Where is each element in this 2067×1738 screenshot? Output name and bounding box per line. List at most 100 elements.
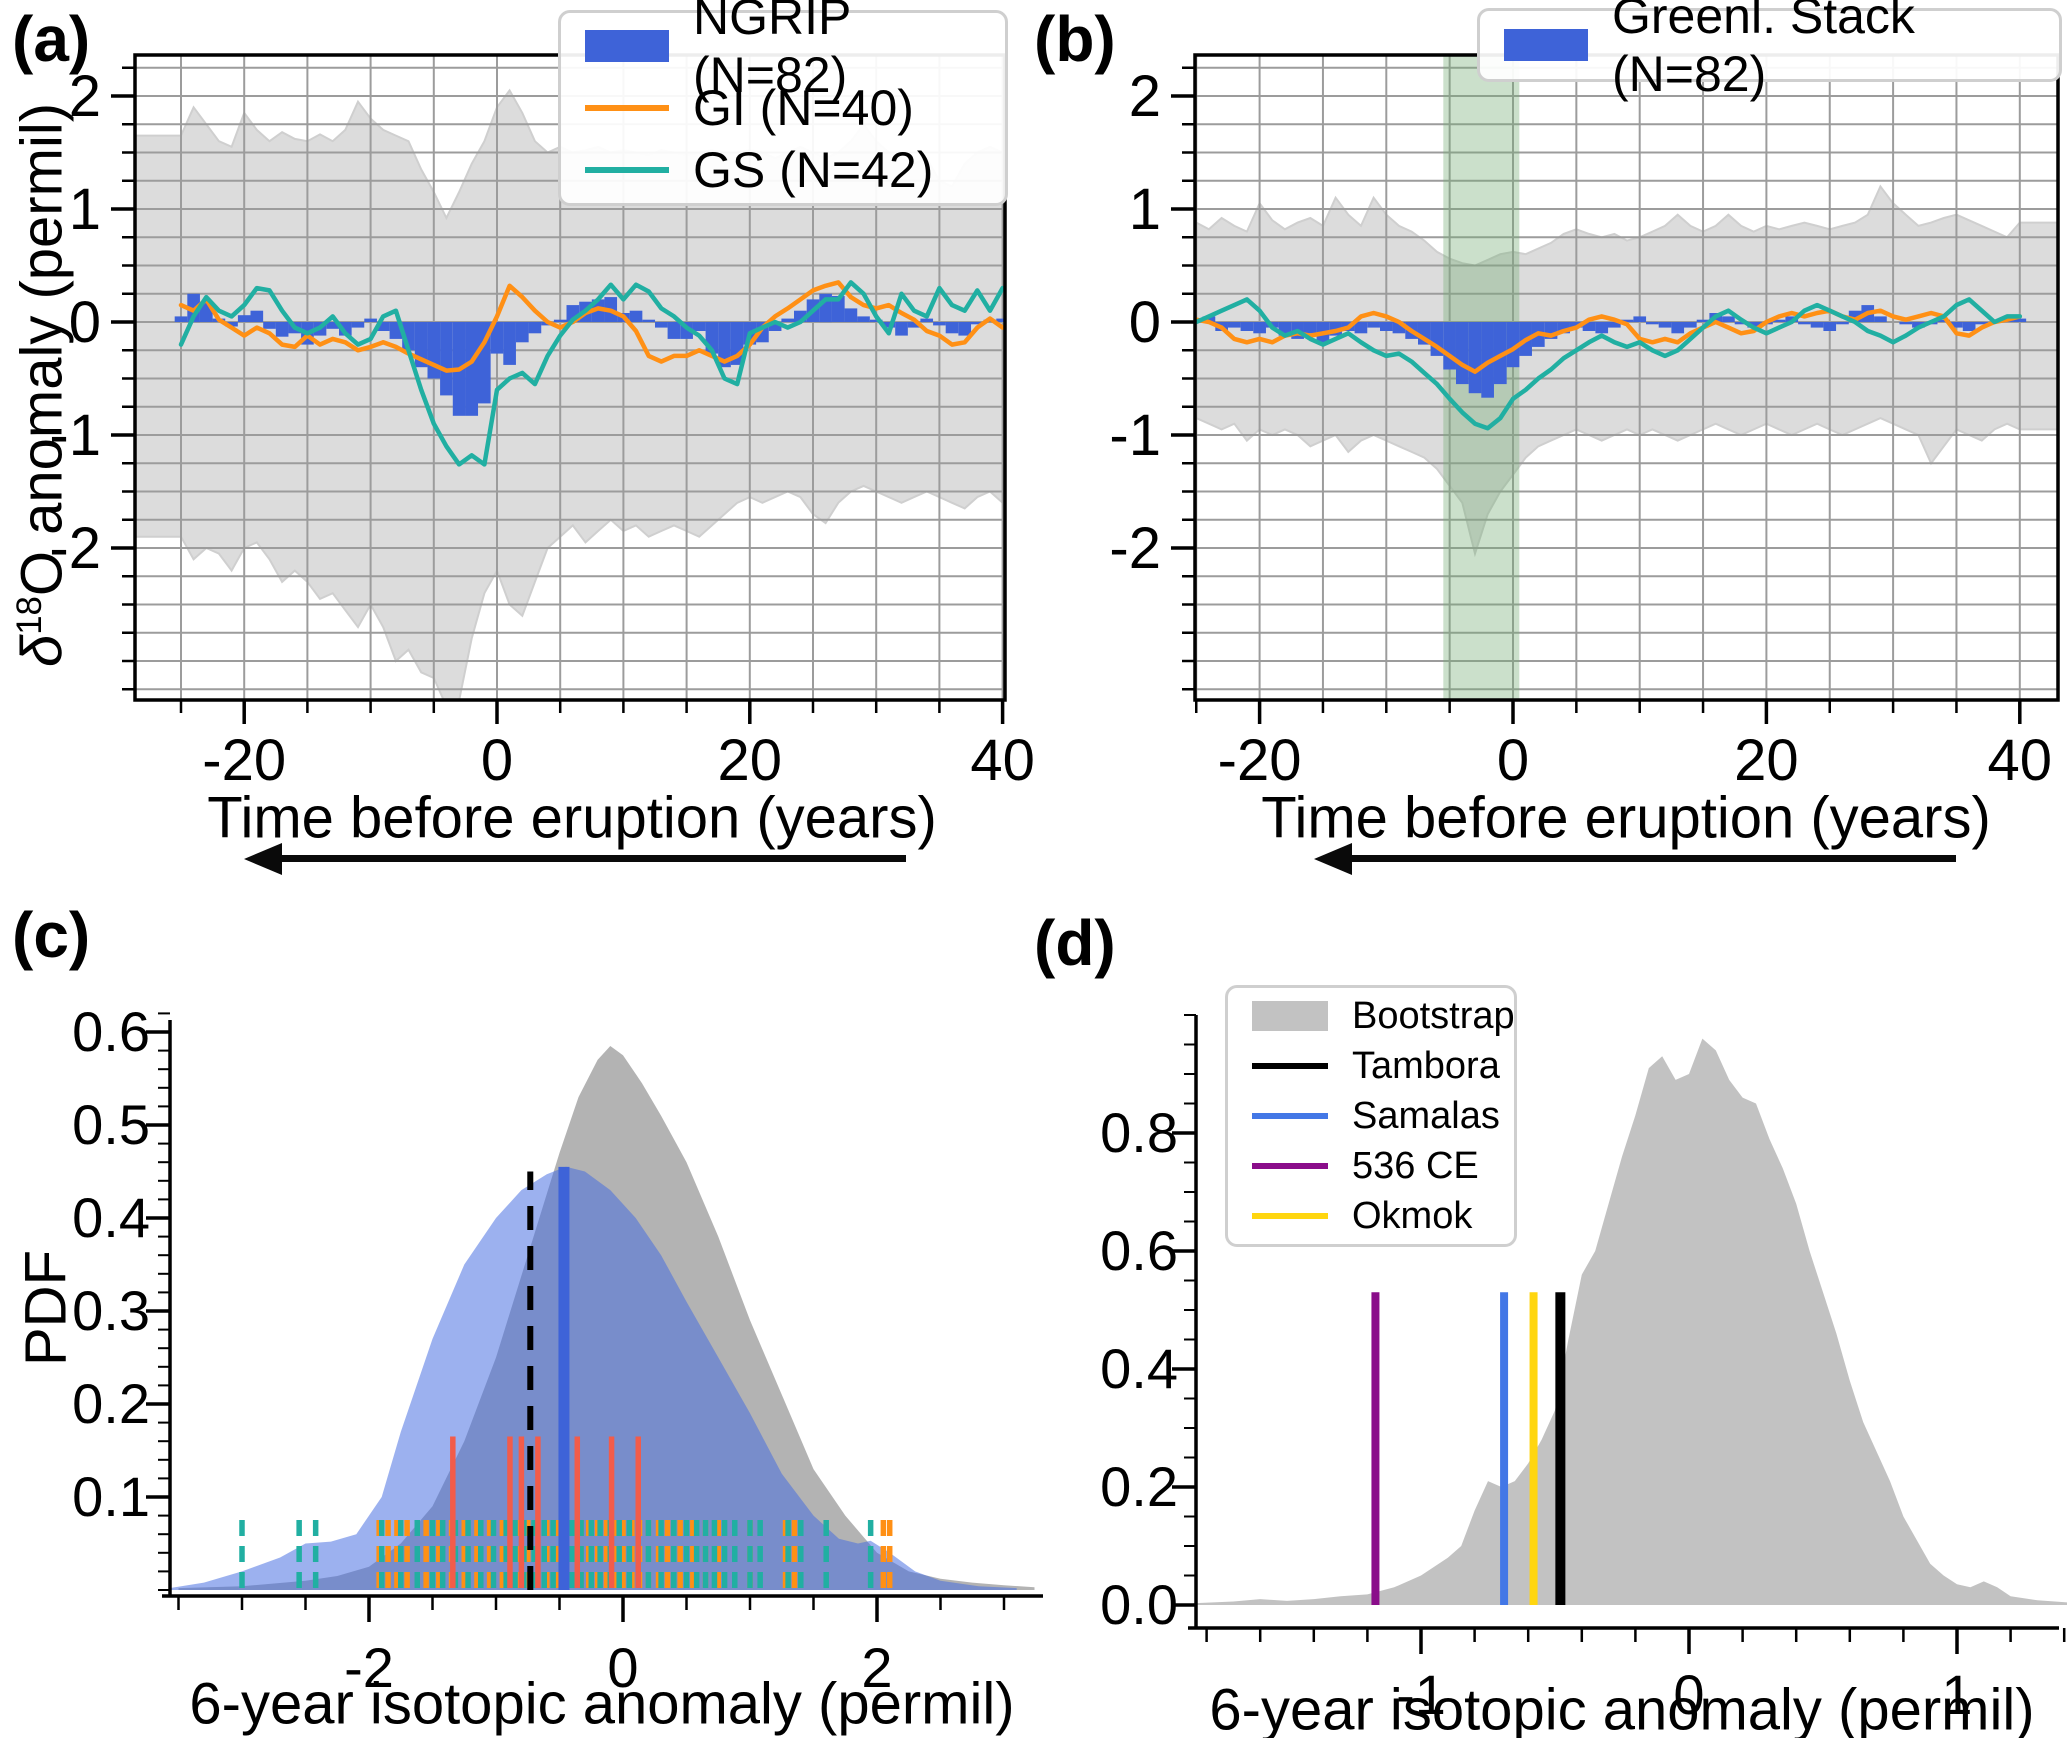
- stack-bar: [1582, 322, 1596, 331]
- stack-bar: [895, 322, 908, 336]
- y-tick-label: 0.6: [72, 1000, 150, 1063]
- stack-bar: [427, 322, 441, 379]
- legend-item-bootstrap: Bootstrap: [1228, 991, 1515, 1041]
- stack-bar: [1798, 322, 1811, 325]
- panel-d-plot: -1 0 1 0.0 0.2 0.4 0.6 0.8: [1100, 1014, 2067, 1726]
- y-tick-label: 0.8: [1100, 1101, 1178, 1164]
- stack-bar: [1684, 322, 1697, 328]
- stack-bar: [1354, 322, 1368, 334]
- stack-bar: [1380, 322, 1393, 331]
- stack-bar: [528, 322, 542, 334]
- stack-bar: [1722, 316, 1735, 322]
- stack-bar: [1937, 319, 1951, 322]
- ngrip-swatch: [585, 30, 669, 62]
- legend-item-ngrip: NGRIP (N=82): [561, 0, 1005, 103]
- stack-bar: [1481, 322, 1494, 398]
- x-tick-label: 40: [970, 728, 1035, 793]
- y-tick-label: 2: [69, 64, 101, 129]
- stack-bar: [1734, 322, 1748, 325]
- stack-bar: [1620, 319, 1634, 322]
- stack-bar: [1975, 322, 1989, 325]
- legend-item-gi: GI (N=40): [561, 77, 1005, 139]
- stack-bar: [642, 319, 656, 322]
- stack-bar: [1443, 322, 1456, 370]
- stack-bar: [1848, 310, 1862, 322]
- y-tick-label: -1: [1109, 403, 1161, 468]
- time-arrow-b-head: [1314, 843, 1352, 875]
- 536ce-line-swatch: [1252, 1163, 1328, 1169]
- stack-bar: [907, 322, 921, 328]
- x-tick-label: 0: [607, 1636, 638, 1699]
- legend-item-greenl-stack: Greenl. Stack (N=82): [1480, 0, 2059, 102]
- stack-bar: [781, 318, 795, 322]
- stack-bar: [882, 322, 896, 328]
- kde-eruption-events-pdf: [169, 1166, 1017, 1590]
- stack-bar: [945, 322, 959, 334]
- stack-bar: [1696, 319, 1710, 322]
- time-arrow-a-shaft: [278, 855, 906, 862]
- y-tick-label: 1: [69, 177, 101, 242]
- stack-bar: [1874, 316, 1887, 322]
- ylabel-rest: O anomaly (permil): [9, 102, 75, 597]
- stack-bar: [1468, 322, 1482, 394]
- stack-bar: [1962, 322, 1976, 331]
- stack-bar: [1658, 322, 1672, 328]
- y-tick-label: 0.1: [72, 1465, 150, 1528]
- stack-bar: [503, 322, 516, 365]
- stack-bar: [1899, 322, 1913, 325]
- stack-bar: [478, 322, 491, 404]
- stack-bar: [376, 322, 390, 331]
- x-tick-label: 0: [1497, 728, 1529, 793]
- y-tick-label: 0.0: [1100, 1573, 1178, 1636]
- stack-bar: [768, 322, 782, 331]
- legend-label: Bootstrap: [1352, 994, 1515, 1037]
- stack-bar: [971, 322, 984, 325]
- series-line: [178, 280, 1005, 467]
- panel-b-legend: Greenl. Stack (N=82): [1477, 0, 2062, 102]
- stack-bar: [920, 318, 934, 322]
- stack-bar: [516, 322, 529, 343]
- y-tick-label: 0.2: [1100, 1455, 1178, 1518]
- y-tick-label: 0.3: [72, 1279, 150, 1342]
- y-tick-label: -1: [49, 403, 101, 468]
- x-tick-label: 40: [1988, 728, 2053, 793]
- stack-bar: [1633, 316, 1647, 322]
- legend-item-samalas: Samalas: [1228, 1091, 1514, 1141]
- x-tick-label: -1: [1396, 1663, 1446, 1726]
- panel-d-letter: (d): [1034, 907, 1116, 979]
- legend-label: GI (N=40): [693, 80, 914, 136]
- y-tick-label: 2: [1129, 64, 1161, 129]
- stack-bar: [465, 322, 479, 416]
- plot-area-b: [1195, 55, 2058, 700]
- stack-bar: [1456, 322, 1469, 385]
- y-tick-label: 0.2: [72, 1372, 150, 1435]
- panel-b-xlabel: Time before eruption (years): [1261, 785, 1991, 851]
- stack-bar: [1608, 322, 1621, 328]
- y-tick-label: 1: [1129, 177, 1161, 242]
- stack-bar: [1506, 322, 1520, 368]
- legend-label: Samalas: [1352, 1094, 1500, 1137]
- stack-bar: [174, 316, 188, 322]
- stack-bar: [692, 322, 706, 331]
- stack-bar: [1747, 322, 1761, 328]
- kde-bootstrap: [1193, 1038, 2067, 1605]
- bootstrap-envelope: [1195, 184, 2058, 558]
- stack-bar: [1772, 319, 1786, 322]
- stack-bar: [490, 322, 504, 354]
- y-tick-label: 0: [69, 290, 101, 355]
- panel-c-letter: (c): [12, 899, 91, 971]
- stack-bar: [1240, 322, 1254, 331]
- stack-bar: [553, 319, 567, 322]
- y-tick-label: 0.4: [72, 1186, 150, 1249]
- isotope-superscript: 18: [10, 596, 50, 635]
- okmok-line-swatch: [1252, 1213, 1328, 1219]
- y-tick-label: 0.5: [72, 1093, 150, 1156]
- panel-a-legend: NGRIP (N=82) GI (N=40) GS (N=42): [558, 0, 1008, 206]
- x-tick-label: -2: [344, 1636, 394, 1699]
- legend-label: 536 CE: [1352, 1144, 1479, 1187]
- samalas-line-swatch: [1252, 1113, 1328, 1119]
- stack-bar: [440, 322, 453, 396]
- stack-bar: [225, 322, 238, 327]
- stack-bar: [326, 322, 340, 329]
- stack-bar: [263, 322, 276, 329]
